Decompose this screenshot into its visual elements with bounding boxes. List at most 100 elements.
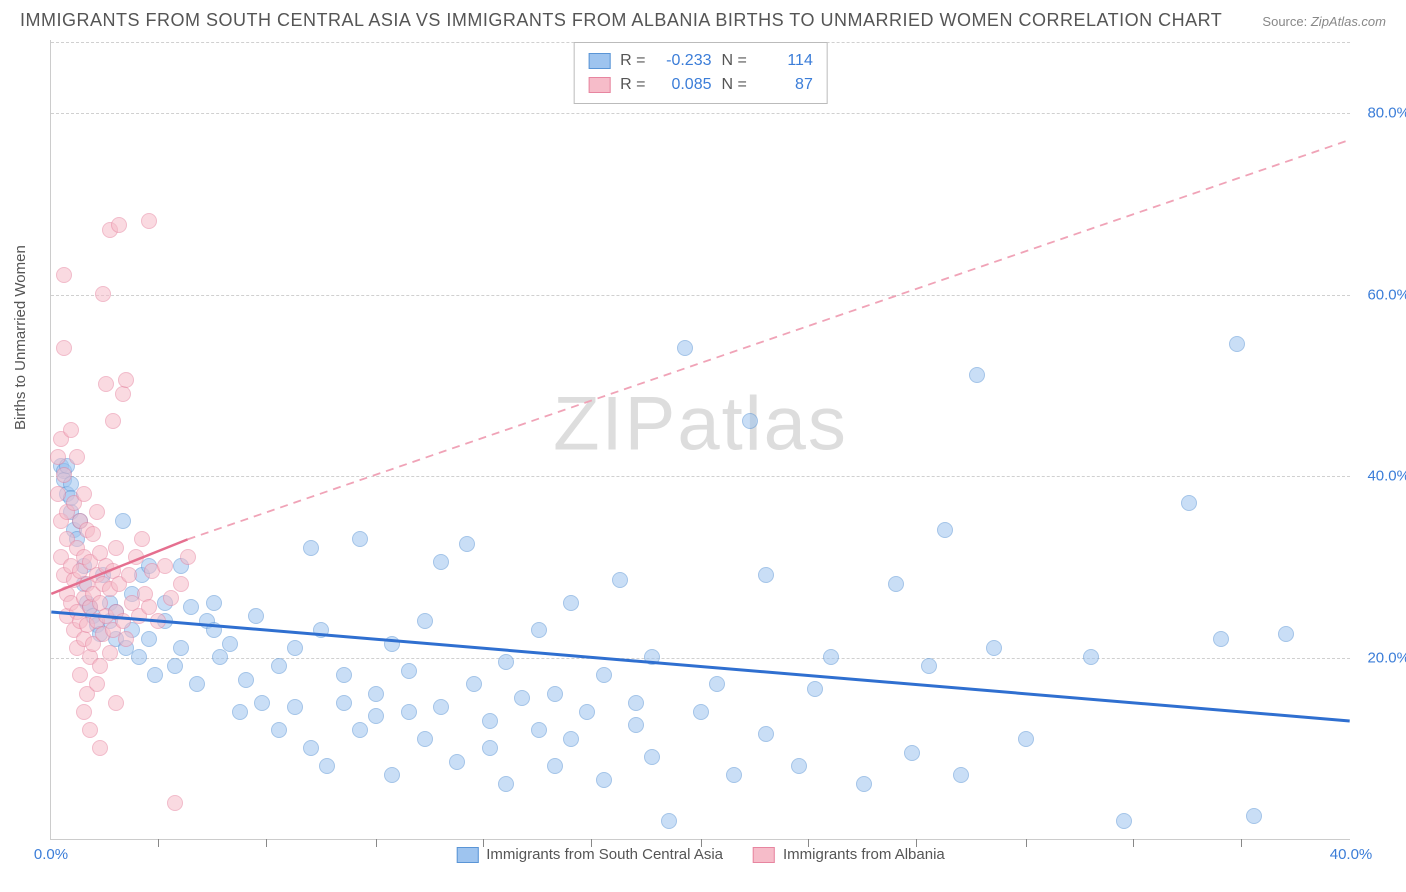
- r-value-1: -0.233: [656, 49, 712, 73]
- x-minor-tick: [1133, 839, 1134, 847]
- scatter-point: [904, 745, 920, 761]
- trend-line: [188, 140, 1350, 540]
- chart-plot-area: ZIPatlas 20.0%40.0%60.0%80.0% 0.0%40.0% …: [50, 40, 1350, 840]
- scatter-point: [1229, 336, 1245, 352]
- scatter-point: [1018, 731, 1034, 747]
- scatter-point: [108, 540, 124, 556]
- scatter-point: [128, 549, 144, 565]
- legend-row-series-2: R = 0.085 N = 87: [588, 73, 813, 97]
- scatter-point: [921, 658, 937, 674]
- scatter-point: [157, 558, 173, 574]
- scatter-point: [102, 645, 118, 661]
- scatter-point: [232, 704, 248, 720]
- scatter-point: [1278, 626, 1294, 642]
- scatter-point: [644, 749, 660, 765]
- scatter-point: [758, 726, 774, 742]
- scatter-point: [401, 663, 417, 679]
- scatter-point: [579, 704, 595, 720]
- scatter-point: [150, 613, 166, 629]
- scatter-point: [85, 526, 101, 542]
- y-tick-label: 60.0%: [1355, 286, 1406, 303]
- scatter-point: [1083, 649, 1099, 665]
- scatter-point: [1213, 631, 1229, 647]
- scatter-point: [118, 631, 134, 647]
- source-attribution: Source: ZipAtlas.com: [1262, 14, 1386, 29]
- scatter-point: [141, 631, 157, 647]
- scatter-point: [183, 599, 199, 615]
- scatter-point: [50, 486, 66, 502]
- scatter-point: [271, 658, 287, 674]
- scatter-point: [352, 531, 368, 547]
- scatter-point: [118, 372, 134, 388]
- scatter-point: [742, 413, 758, 429]
- scatter-point: [937, 522, 953, 538]
- scatter-point: [417, 613, 433, 629]
- scatter-point: [212, 649, 228, 665]
- scatter-point: [514, 690, 530, 706]
- y-tick-label: 80.0%: [1355, 104, 1406, 121]
- scatter-point: [76, 486, 92, 502]
- scatter-point: [384, 636, 400, 652]
- scatter-point: [76, 704, 92, 720]
- scatter-point: [563, 595, 579, 611]
- scatter-point: [368, 708, 384, 724]
- scatter-point: [248, 608, 264, 624]
- x-tick-label: 0.0%: [34, 846, 68, 863]
- swatch-series-1: [588, 53, 610, 69]
- scatter-point: [147, 667, 163, 683]
- series-legend: Immigrants from South Central Asia Immig…: [456, 846, 945, 863]
- n-label: N =: [722, 73, 747, 97]
- x-minor-tick: [376, 839, 377, 847]
- scatter-point: [661, 813, 677, 829]
- scatter-point: [336, 695, 352, 711]
- scatter-point: [1116, 813, 1132, 829]
- scatter-point: [459, 536, 475, 552]
- scatter-point: [612, 572, 628, 588]
- x-tick-label: 40.0%: [1330, 846, 1373, 863]
- scatter-point: [628, 717, 644, 733]
- x-minor-tick: [158, 839, 159, 847]
- scatter-point: [69, 449, 85, 465]
- scatter-point: [644, 649, 660, 665]
- scatter-point: [953, 767, 969, 783]
- scatter-point: [433, 699, 449, 715]
- scatter-point: [547, 758, 563, 774]
- gridline: [51, 295, 1350, 296]
- scatter-point: [791, 758, 807, 774]
- r-label: R =: [620, 49, 645, 73]
- scatter-point: [115, 613, 131, 629]
- swatch-series-2: [588, 77, 610, 93]
- scatter-point: [823, 649, 839, 665]
- n-value-2: 87: [757, 73, 813, 97]
- swatch-series-2: [753, 847, 775, 863]
- scatter-point: [384, 767, 400, 783]
- scatter-point: [167, 658, 183, 674]
- swatch-series-1: [456, 847, 478, 863]
- scatter-point: [888, 576, 904, 592]
- scatter-point: [531, 622, 547, 638]
- scatter-point: [89, 676, 105, 692]
- scatter-point: [287, 640, 303, 656]
- scatter-point: [50, 449, 66, 465]
- n-value-1: 114: [757, 49, 813, 73]
- scatter-point: [677, 340, 693, 356]
- scatter-point: [856, 776, 872, 792]
- scatter-point: [303, 740, 319, 756]
- scatter-point: [758, 567, 774, 583]
- watermark-text: ZIPatlas: [553, 381, 848, 466]
- scatter-point: [92, 740, 108, 756]
- scatter-point: [287, 699, 303, 715]
- scatter-point: [89, 504, 105, 520]
- scatter-point: [531, 722, 547, 738]
- gridline: [51, 476, 1350, 477]
- scatter-point: [222, 636, 238, 652]
- scatter-point: [108, 695, 124, 711]
- scatter-point: [433, 554, 449, 570]
- scatter-point: [596, 667, 612, 683]
- correlation-legend: R = -0.233 N = 114 R = 0.085 N = 87: [573, 42, 828, 104]
- source-value: ZipAtlas.com: [1311, 14, 1386, 29]
- scatter-point: [709, 676, 725, 692]
- x-minor-tick: [1241, 839, 1242, 847]
- legend-row-series-1: R = -0.233 N = 114: [588, 49, 813, 73]
- scatter-point: [111, 217, 127, 233]
